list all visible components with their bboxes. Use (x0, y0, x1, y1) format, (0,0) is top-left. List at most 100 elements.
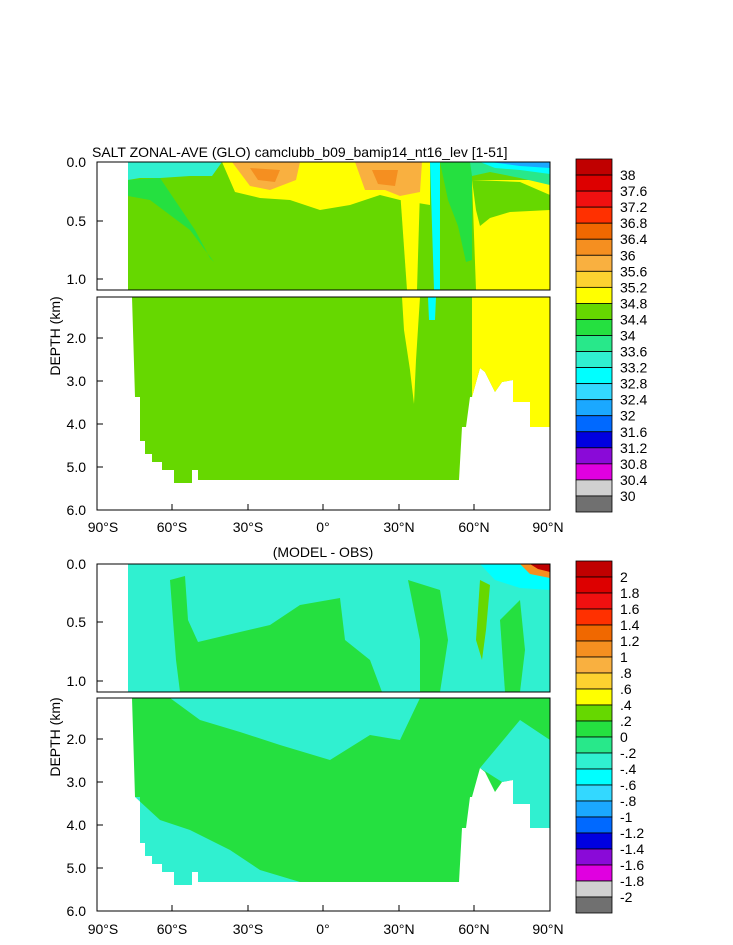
bottom-colorbar-box-1 (575, 576, 613, 594)
bottom-ytick-4.0: 4.0 (67, 817, 87, 833)
top-colorbar-box-15 (575, 399, 613, 417)
bottom-colorbar-box-16 (575, 816, 613, 834)
bottom-colorbar-box-7 (575, 672, 613, 690)
top-xtick-30n: 30°N (383, 519, 414, 535)
bottom-xtick-60n: 60°N (458, 921, 489, 937)
bottom-colorbar-box-0 (575, 560, 613, 578)
bottom-colorbar-box-10 (575, 720, 613, 738)
bottom-colorbar-label-16: -1.2 (620, 825, 644, 841)
top-colorbar-box-3 (575, 206, 613, 224)
bottom-colorbar-label-19: -1.8 (620, 873, 644, 889)
bottom-colorbar-label-3: 1.4 (620, 617, 640, 633)
top-colorbar-box-14 (575, 383, 613, 401)
top-colorbar-label-1: 37.6 (620, 183, 647, 199)
top-colorbar-label-12: 33.2 (620, 360, 647, 376)
top-ytick-4.0: 4.0 (67, 416, 87, 432)
bottom-colorbar-label-13: -.6 (620, 777, 637, 793)
top-colorbar-box-10 (575, 319, 613, 336)
top-ytick-0.5: 0.5 (67, 213, 87, 229)
top-colorbar-label-4: 36.4 (620, 231, 647, 247)
top-xtick-90n: 90°N (532, 519, 563, 535)
bottom-colorbar-box-8 (575, 688, 613, 706)
top-colorbar-label-17: 31.2 (620, 440, 647, 456)
top-ytick-5.0: 5.0 (67, 459, 87, 475)
top-colorbar-label-13: 32.8 (620, 376, 647, 392)
top-colorbar-label-3: 36.8 (620, 215, 647, 231)
top-colorbar-box-0 (575, 158, 613, 176)
top-title: SALT ZONAL-AVE (GLO) camclubb_b09_bamip1… (92, 144, 508, 160)
bottom-colorbar-box-20 (575, 880, 613, 898)
bottom-colorbar-box-21 (575, 896, 613, 914)
bottom-lower-field (132, 698, 550, 885)
bottom-colorbar-label-7: .6 (620, 681, 632, 697)
top-ytick-0: 0.0 (67, 154, 87, 170)
top-plot (96, 161, 551, 511)
bottom-colorbar-box-18 (575, 848, 613, 866)
top-colorbar-box-20 (575, 479, 613, 497)
top-xtick-90s: 90°S (88, 519, 119, 535)
top-xtick-60s: 60°S (157, 519, 188, 535)
top-colorbar-box-1 (575, 174, 613, 192)
bottom-colorbar-box-5 (575, 640, 613, 658)
top-colorbar-label-9: 34.4 (620, 311, 647, 327)
top-colorbar-box-16 (575, 415, 613, 433)
bottom-colorbar-box-6 (575, 656, 613, 674)
top-colorbar-box-18 (575, 447, 613, 465)
bottom-ytick-2.0: 2.0 (67, 731, 87, 747)
bottom-ytick-0.5: 0.5 (67, 614, 87, 630)
top-colorbar-label-14: 32.4 (620, 392, 647, 408)
bottom-xtick-90s: 90°S (88, 921, 119, 937)
top-ytick-3.0: 3.0 (67, 373, 87, 389)
top-colorbar-box-7 (575, 270, 613, 288)
bottom-ytick-5.0: 5.0 (67, 860, 87, 876)
bottom-xtick-30s: 30°S (233, 921, 264, 937)
top-colorbar: 3837.637.236.836.43635.635.234.834.43433… (575, 158, 647, 513)
bottom-colorbar-box-14 (575, 784, 613, 802)
bottom-colorbar-box-15 (575, 800, 613, 818)
top-colorbar-label-2: 37.2 (620, 199, 647, 215)
bottom-xtick-90n: 90°N (532, 921, 563, 937)
top-colorbar-box-8 (575, 286, 613, 304)
bottom-colorbar-label-6: .8 (620, 665, 632, 681)
bottom-colorbar-box-9 (575, 704, 613, 722)
top-xtick-0: 0° (316, 519, 329, 535)
top-colorbar-label-5: 36 (620, 247, 636, 263)
bottom-colorbar-label-0: 2 (620, 569, 628, 585)
top-ytick-2.0: 2.0 (67, 330, 87, 346)
bottom-ytick-3.0: 3.0 (67, 774, 87, 790)
bottom-ytick-6.0: 6.0 (67, 903, 87, 919)
bottom-colorbar-label-12: -.4 (620, 761, 637, 777)
bottom-colorbar-label-1: 1.8 (620, 585, 640, 601)
top-colorbar-label-10: 34 (620, 328, 636, 344)
bottom-colorbar-box-13 (575, 768, 613, 786)
top-colorbar-label-8: 34.8 (620, 295, 647, 311)
top-colorbar-label-16: 31.6 (620, 424, 647, 440)
bottom-colorbar-box-3 (575, 608, 613, 626)
bottom-colorbar-label-11: -.2 (620, 745, 637, 761)
top-colorbar-box-13 (575, 367, 613, 385)
bottom-colorbar-label-8: .4 (620, 697, 632, 713)
bottom-xtick-30n: 30°N (383, 921, 414, 937)
bottom-colorbar-label-17: -1.4 (620, 841, 644, 857)
top-colorbar-box-5 (575, 238, 613, 256)
bottom-colorbar-label-2: 1.6 (620, 601, 640, 617)
bottom-colorbar-box-17 (575, 832, 613, 850)
top-colorbar-box-11 (575, 335, 613, 352)
top-colorbar-label-11: 33.6 (620, 344, 647, 360)
top-colorbar-box-17 (575, 431, 613, 449)
top-colorbar-box-2 (575, 190, 613, 208)
top-xtick-30s: 30°S (233, 519, 264, 535)
top-colorbar-box-4 (575, 222, 613, 240)
bottom-colorbar-box-2 (575, 592, 613, 610)
top-colorbar-label-19: 30.4 (620, 472, 647, 488)
top-ylabel: DEPTH (km) (47, 296, 63, 375)
bottom-xtick-60s: 60°S (157, 921, 188, 937)
top-colorbar-label-6: 35.6 (620, 263, 647, 279)
top-colorbar-label-0: 38 (620, 167, 636, 183)
bottom-plot (96, 563, 551, 912)
top-lower-field (132, 297, 550, 483)
top-ytick-1.0: 1.0 (67, 271, 87, 287)
bottom-colorbar-label-10: 0 (620, 729, 628, 745)
top-colorbar-box-19 (575, 463, 613, 481)
